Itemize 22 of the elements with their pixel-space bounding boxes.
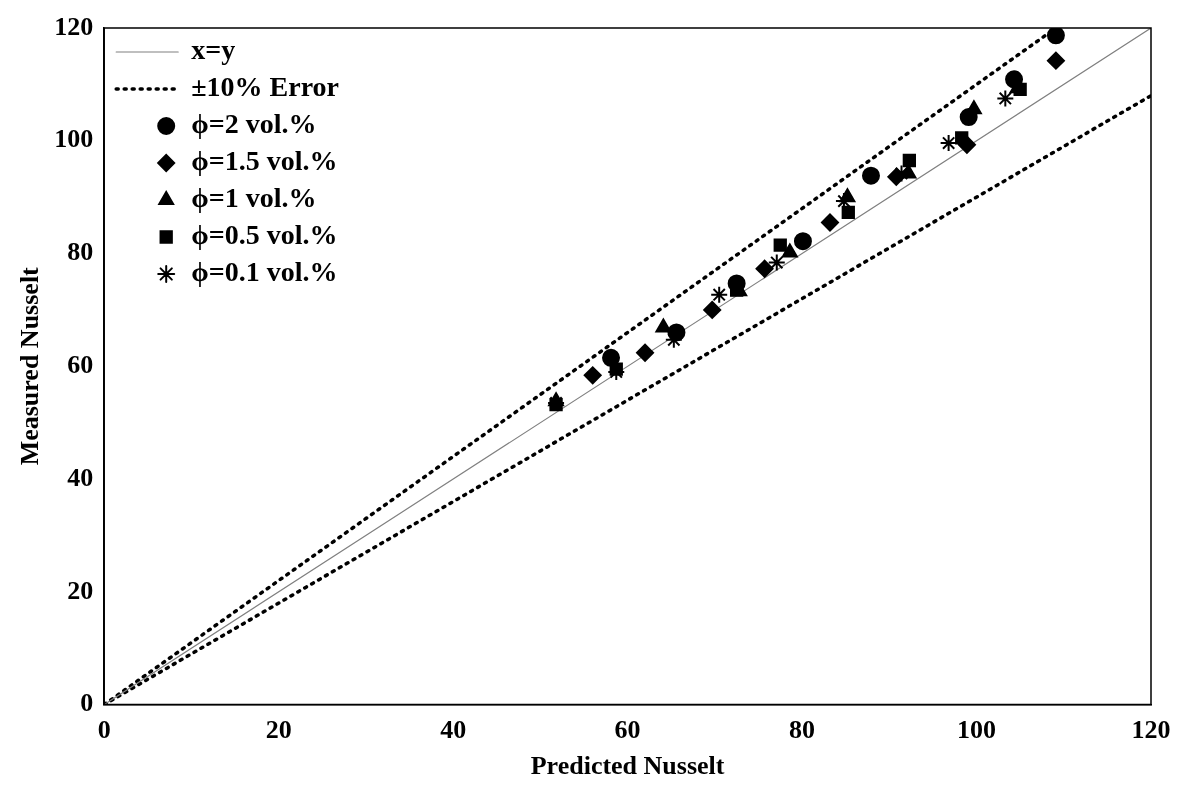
- legend-label: ϕ=2 vol.%: [191, 108, 317, 140]
- legend-label: x=y: [191, 34, 236, 66]
- legend-label: ϕ=0.5 vol.%: [191, 219, 338, 251]
- x-tick-label: 40: [440, 714, 467, 744]
- legend-label: ±10% Error: [191, 71, 340, 103]
- y-tick-label: 100: [54, 124, 94, 154]
- legend-label: ϕ=0.1 vol.%: [191, 256, 338, 288]
- y-tick-label: 120: [54, 11, 94, 41]
- x-tick-label: 20: [265, 714, 292, 744]
- legend-label: ϕ=1.5 vol.%: [191, 145, 338, 177]
- x-tick-label: 120: [1131, 714, 1171, 744]
- legend-label: ϕ=1 vol.%: [191, 182, 317, 214]
- y-tick-label: 80: [67, 237, 94, 267]
- y-tick-label: 60: [67, 350, 94, 380]
- x-tick-label: 80: [789, 714, 816, 744]
- y-tick-label: 20: [67, 575, 94, 605]
- x-tick-label: 100: [957, 714, 997, 744]
- x-tick-label: 60: [614, 714, 641, 744]
- y-tick-label: 0: [80, 688, 94, 718]
- y-tick-label: 40: [67, 462, 94, 492]
- y-axis-title: Measured Nusselt: [15, 266, 45, 466]
- x-axis-title: Predicted Nusselt: [530, 751, 725, 781]
